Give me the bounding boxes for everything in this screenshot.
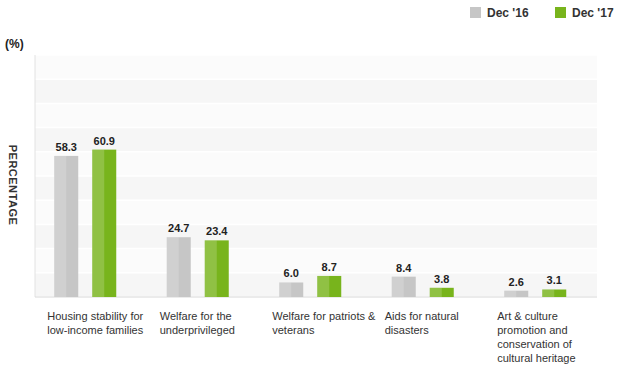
legend: Dec '16 Dec '17	[470, 6, 614, 20]
bar-highlight	[317, 276, 329, 297]
data-label: 8.7	[322, 261, 337, 273]
bar-highlight	[504, 291, 516, 297]
y-axis-label: PERCENTAGE	[7, 145, 19, 226]
y-axis	[35, 55, 36, 297]
unit-annotation: (%)	[5, 37, 24, 51]
grid-line	[35, 103, 597, 105]
grid-band	[35, 200, 597, 224]
bar	[542, 289, 566, 297]
grid-line	[35, 272, 597, 274]
data-label: 24.7	[168, 222, 189, 234]
grid-band	[35, 176, 597, 200]
legend-label: Dec '17	[572, 6, 614, 20]
category-label: Aids for natural disasters	[385, 309, 493, 337]
data-label: 23.4	[206, 225, 228, 237]
category-label: Housing stability for low-income familie…	[47, 309, 155, 337]
legend-swatch	[470, 7, 481, 18]
grid	[35, 55, 597, 297]
data-label: 3.8	[434, 273, 449, 285]
legend-label: Dec '16	[487, 6, 529, 20]
bar-highlight	[279, 282, 291, 297]
bar	[430, 288, 454, 297]
bar-highlight	[92, 150, 104, 297]
grid-line	[35, 248, 597, 250]
category-label: Welfare for the underprivileged	[160, 309, 268, 337]
grid-band	[35, 152, 597, 176]
grid-band	[35, 79, 597, 103]
bar	[205, 240, 229, 297]
grid-band	[35, 55, 597, 79]
grid-line	[35, 199, 597, 201]
bar	[92, 150, 116, 297]
bar	[167, 237, 191, 297]
data-labels: 58.3 60.9 24.7 23.4 6.0 8.7 8.4 3.8 2.6 3.1	[56, 135, 562, 288]
data-label: 6.0	[284, 267, 299, 279]
data-label: 60.9	[94, 135, 115, 147]
data-label: 8.4	[396, 262, 412, 274]
grid-line	[35, 175, 597, 177]
grid-line	[35, 54, 597, 56]
category-label: Welfare for patriots & veterans	[272, 309, 380, 337]
bar-highlight	[167, 237, 179, 297]
category-label: Art & culture promotion and conservation…	[497, 309, 597, 365]
bar-highlight	[392, 277, 404, 297]
bar-highlight	[542, 289, 554, 297]
grid-band	[35, 128, 597, 152]
legend-swatch	[555, 7, 566, 18]
data-label: 2.6	[509, 276, 524, 288]
grid-line	[35, 78, 597, 80]
grid-band	[35, 249, 597, 273]
grid-band	[35, 273, 597, 297]
grid-line	[35, 151, 597, 153]
bar-highlight	[205, 240, 217, 297]
bar	[504, 291, 528, 297]
bar	[317, 276, 341, 297]
bar-highlight	[54, 156, 66, 297]
data-label: 58.3	[56, 141, 77, 153]
bars	[54, 150, 566, 297]
data-label: 3.1	[547, 274, 562, 286]
grid-line	[35, 127, 597, 129]
grid-band	[35, 103, 597, 127]
bar	[54, 156, 78, 297]
grid-band	[35, 224, 597, 248]
bar-highlight	[430, 288, 442, 297]
bar	[279, 282, 303, 297]
bar	[392, 277, 416, 297]
grid-line	[35, 224, 597, 226]
